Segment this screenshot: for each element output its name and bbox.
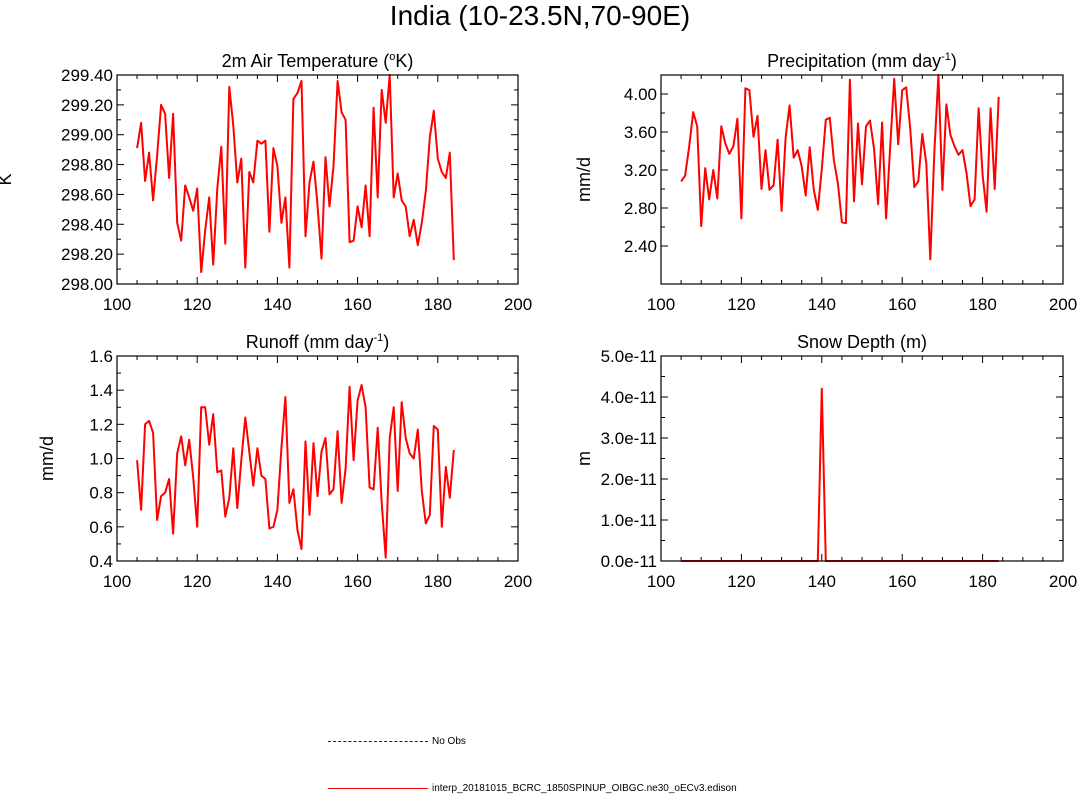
- x-tick-label: 180: [968, 572, 996, 591]
- y-tick-label: 3.0e-11: [601, 429, 657, 448]
- chart-panel-2: Precipitation (mm day-1) mm/d 100 120 140 160…: [574, 51, 1077, 314]
- x-tick-label: 200: [504, 572, 532, 591]
- y-axis-label: mm/d: [37, 436, 57, 481]
- chart-title: 2m Air Temperature (oK): [222, 51, 414, 71]
- y-axis-label: mm/d: [574, 157, 594, 202]
- chart-panel-1: 2m Air Temperature (oK) K 100 120 140 160 180 2…: [0, 51, 532, 314]
- x-tick-label: 200: [1049, 295, 1077, 314]
- y-tick-label: 298.80: [61, 156, 113, 175]
- legend-solid-line: [328, 788, 428, 789]
- x-tick-label: 160: [888, 572, 916, 591]
- y-tick-label: 4.00: [624, 85, 657, 104]
- x-tick-label: 100: [647, 572, 675, 591]
- y-tick-label: 298.60: [61, 185, 113, 204]
- x-tick-label: 180: [968, 295, 996, 314]
- x-tick-label: 160: [343, 572, 371, 591]
- plot-frame: [660, 355, 1064, 562]
- x-tick-label: 140: [808, 295, 836, 314]
- x-tick-label: 200: [1049, 572, 1077, 591]
- y-tick-label: 5.0e-11: [601, 347, 657, 366]
- y-tick-label: 4.0e-11: [601, 388, 657, 407]
- legend-label: No Obs: [432, 736, 466, 747]
- y-tick-label: 299.00: [61, 126, 113, 145]
- x-tick-label: 100: [103, 572, 131, 591]
- x-tick-label: 120: [727, 295, 755, 314]
- x-tick-label: 100: [103, 295, 131, 314]
- chart-panel-4: Snow Depth (m) m 100 120 140 160 180 200 0.0e-11…: [574, 332, 1077, 591]
- y-tick-label: 3.20: [624, 161, 657, 180]
- y-tick-label: 298.20: [61, 245, 113, 264]
- y-tick-label: 0.6: [89, 518, 113, 537]
- x-tick-label: 140: [263, 572, 291, 591]
- series-line: [136, 384, 455, 559]
- x-tick-label: 120: [183, 572, 211, 591]
- x-tick-label: 140: [808, 572, 836, 591]
- y-tick-label: 2.80: [624, 199, 657, 218]
- x-tick-label: 160: [343, 295, 371, 314]
- plot-frame: [116, 74, 519, 285]
- plot-frame: [116, 355, 519, 562]
- y-tick-label: 1.0e-11: [601, 511, 657, 530]
- series-line: [680, 74, 1000, 261]
- plot-frame: [660, 74, 1064, 285]
- x-tick-label: 180: [424, 572, 452, 591]
- x-tick-label: 100: [647, 295, 675, 314]
- y-tick-label: 2.0e-11: [601, 470, 657, 489]
- y-tick-label: 299.20: [61, 96, 113, 115]
- legend-label: interp_20181015_BCRC_1850SPINUP_OIBGC.ne…: [432, 783, 737, 794]
- y-axis-label: K: [0, 173, 15, 185]
- y-tick-label: 298.40: [61, 215, 113, 234]
- series-line: [136, 74, 455, 274]
- y-tick-label: 1.4: [89, 381, 113, 400]
- y-tick-label: 299.40: [61, 66, 113, 85]
- y-tick-label: 0.0e-11: [601, 552, 657, 571]
- y-tick-label: 298.00: [61, 275, 113, 294]
- x-tick-label: 180: [424, 295, 452, 314]
- y-tick-label: 0.8: [89, 484, 113, 503]
- chart-title: Snow Depth (m): [797, 332, 927, 352]
- y-tick-label: 1.0: [89, 450, 113, 469]
- y-tick-label: 1.2: [89, 415, 113, 434]
- x-tick-label: 140: [263, 295, 291, 314]
- figure-title: India (10-23.5N,70-90E): [389, 0, 691, 31]
- chart-title: Precipitation (mm day-1): [767, 51, 957, 71]
- y-tick-label: 1.6: [89, 347, 113, 366]
- x-tick-label: 120: [727, 572, 755, 591]
- y-axis-label: m: [574, 451, 594, 466]
- y-tick-label: 3.60: [624, 123, 657, 142]
- y-tick-label: 2.40: [624, 237, 657, 256]
- chart-panel-3: Runoff (mm day-1) mm/d 100 120 140 160 180 200 0…: [37, 332, 532, 591]
- series-line: [681, 387, 999, 562]
- chart-title: Runoff (mm day-1): [246, 332, 390, 352]
- y-tick-label: 0.4: [89, 552, 113, 571]
- legend-dashed-line: [328, 741, 428, 742]
- x-tick-label: 120: [183, 295, 211, 314]
- x-tick-label: 200: [504, 295, 532, 314]
- x-tick-label: 160: [888, 295, 916, 314]
